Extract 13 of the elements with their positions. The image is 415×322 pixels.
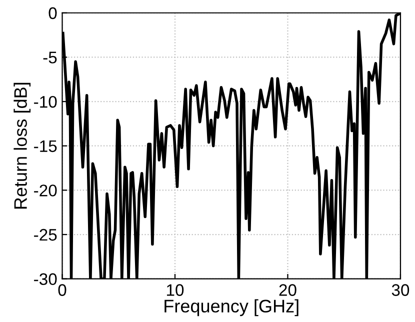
x-tick-label: 10 <box>166 284 184 296</box>
x-tick-label: 30 <box>392 284 410 296</box>
y-tick-label: -15 <box>34 140 57 152</box>
y-tick-label: -25 <box>34 228 57 241</box>
y-axis-title: Return loss [dB] <box>14 82 31 209</box>
x-tick-label: 0 <box>58 284 66 296</box>
y-tick-label: -30 <box>34 273 57 286</box>
y-tick-label: -20 <box>34 184 57 196</box>
y-tick-label: 0 <box>48 7 57 20</box>
x-axis-title: Frequency [GHz] <box>164 299 298 316</box>
y-tick-label: -5 <box>43 52 57 64</box>
x-tick-label: 20 <box>279 284 296 296</box>
y-tick-label: -10 <box>34 96 57 108</box>
